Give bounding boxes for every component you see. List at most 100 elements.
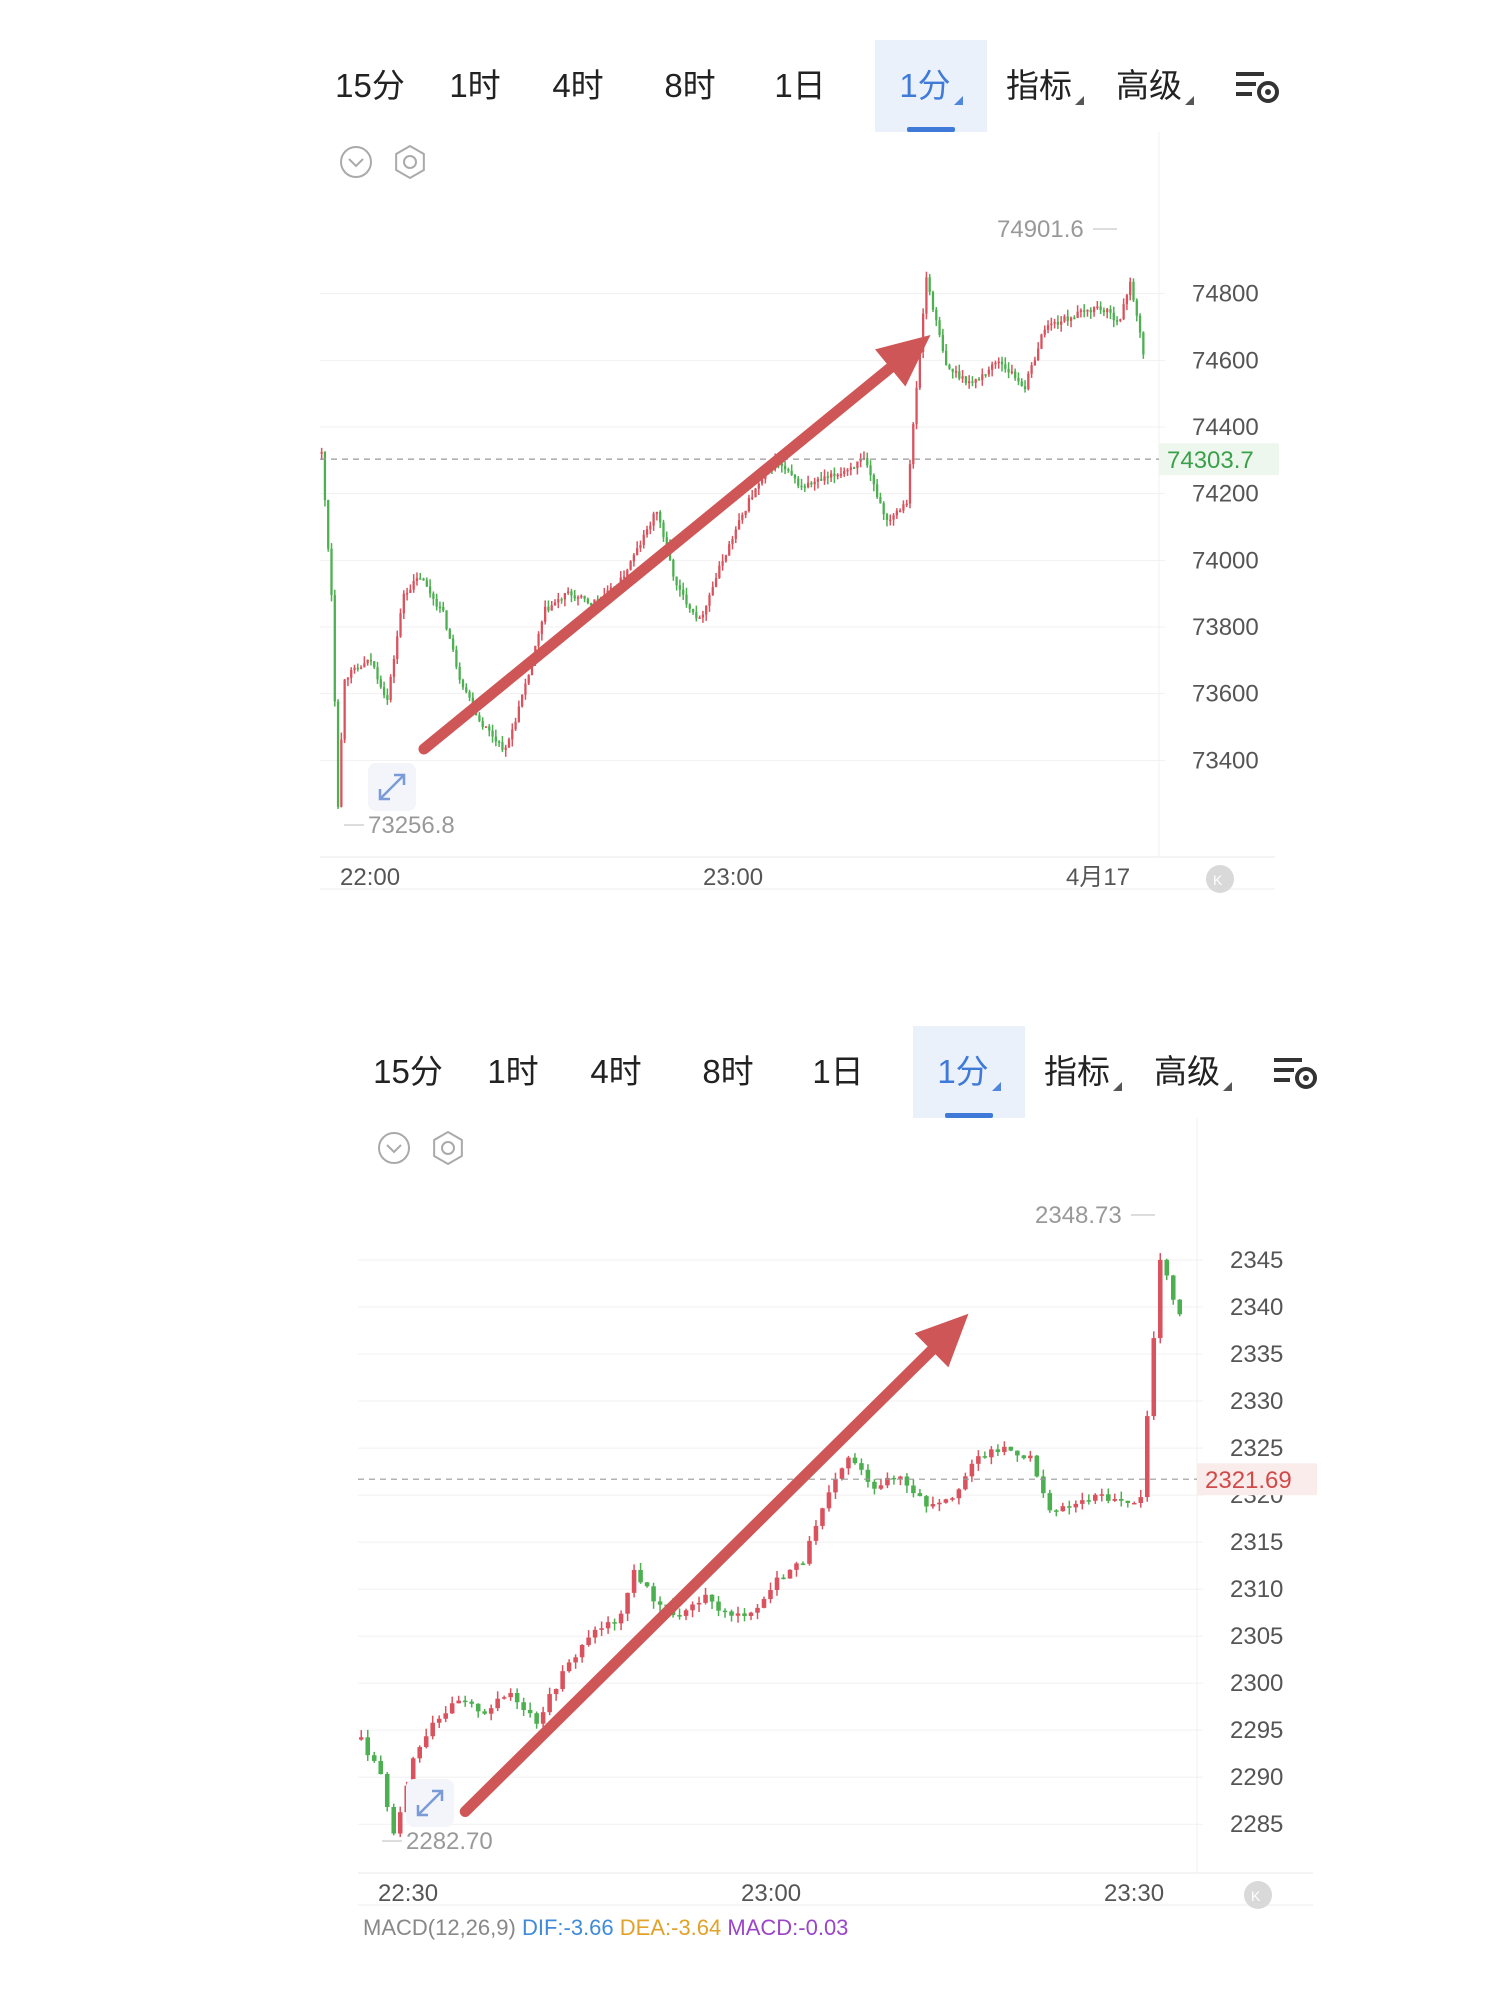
candle-body (956, 1489, 962, 1499)
candle-body (781, 1577, 786, 1580)
candle-body (449, 1703, 455, 1714)
candle-body (829, 473, 833, 478)
candle-body (1010, 371, 1014, 374)
candle-body (974, 379, 977, 383)
candle-body (636, 548, 639, 555)
tab-8h[interactable]: 8时 (702, 1053, 754, 1090)
tab-1d[interactable]: 1日 (774, 67, 826, 104)
candle-body (820, 479, 823, 481)
candle-body (950, 1498, 955, 1500)
tab-8h[interactable]: 8时 (664, 67, 716, 104)
tab-1d[interactable]: 1日 (812, 1053, 864, 1090)
high-price-label: 74901.6 (997, 216, 1084, 243)
candle-body (1041, 1476, 1046, 1494)
hex-center (403, 155, 417, 169)
chart-settings-icon[interactable] (1234, 62, 1284, 110)
candle-body (639, 544, 642, 549)
last-price-tag-bg (1197, 1463, 1317, 1496)
candle-body (760, 479, 764, 484)
candle-body (484, 726, 488, 728)
candle-body (379, 679, 382, 688)
candle-body (475, 1703, 481, 1712)
candle-body (560, 1671, 565, 1690)
candle-body (350, 670, 353, 678)
candle-body (462, 1700, 468, 1703)
candle-body (987, 369, 991, 375)
candle-body (448, 629, 451, 639)
candle-body (651, 1586, 656, 1602)
candle-body (1119, 319, 1122, 321)
tab-1m[interactable]: 1分 (875, 40, 987, 132)
expand-icon (378, 773, 406, 801)
tab-15m[interactable]: 15分 (335, 67, 405, 104)
caret-icon (1075, 96, 1084, 105)
candle-body (376, 667, 379, 680)
collapse-icon (340, 146, 372, 178)
candle-body (547, 606, 550, 611)
candle-body (560, 599, 563, 601)
candle-body (696, 1602, 702, 1605)
candle-body (389, 676, 392, 701)
candle-body (409, 589, 412, 593)
candle-body (836, 474, 839, 477)
macd-indicator-line: MACD(12,26,9) DIF:-3.66 DEA:-3.64 MACD:-… (363, 1915, 848, 1940)
candle-body (969, 1463, 975, 1477)
candle-body (1066, 316, 1069, 321)
candle-body (742, 1613, 747, 1616)
candle-body (566, 1662, 572, 1672)
candle-body (991, 364, 994, 370)
candle-body (1099, 306, 1102, 311)
price-chart-1[interactable]: 74800 74600 74400 74200 74000 73800 73600 73400… (320, 132, 1305, 990)
candle-body (458, 666, 461, 680)
candle-body (1112, 1499, 1118, 1501)
candle-body (964, 376, 968, 384)
candle-body (425, 580, 428, 587)
candle-body (592, 1629, 598, 1638)
candle-body (557, 599, 560, 603)
candle-body (1132, 1502, 1137, 1505)
tab-indicators[interactable]: 指标 (1000, 40, 1090, 132)
active-tab-indicator (945, 1113, 993, 1118)
tab-1m[interactable]: 1分 (913, 1026, 1025, 1118)
candle-body (918, 351, 922, 388)
chart-settings-icon[interactable] (1272, 1048, 1322, 1096)
tab-15m[interactable]: 15分 (373, 1053, 443, 1090)
tab-indicators[interactable]: 指标 (1038, 1026, 1128, 1118)
tab-1h[interactable]: 1时 (487, 1053, 539, 1090)
x-tick-label: 23:00 (703, 864, 763, 891)
candle-body (461, 679, 465, 688)
candle-body (1000, 361, 1004, 365)
chart-settings-hex-icon (395, 144, 425, 180)
candle-body (797, 478, 800, 486)
candle-body (402, 593, 405, 614)
candle-body (1040, 334, 1043, 349)
candle-body (1050, 323, 1053, 326)
candle-body (412, 580, 415, 590)
candle-body (422, 578, 425, 581)
price-chart-2[interactable]: 2345234023352330232523202315231023052300… (358, 1118, 1343, 2000)
last-price-label: 2321.69 (1205, 1467, 1292, 1494)
candle-body (1092, 307, 1096, 313)
tab-4h[interactable]: 4时 (552, 67, 604, 104)
candle-body (968, 381, 971, 384)
candle-body (343, 679, 346, 740)
expand-icon (416, 1789, 444, 1817)
candle-body (563, 592, 567, 600)
candle-body (399, 613, 402, 637)
candle-body (494, 736, 497, 742)
candle-body (677, 1615, 682, 1617)
tab-1h[interactable]: 1时 (449, 67, 501, 104)
candle-body (1021, 1455, 1027, 1459)
candle-body (456, 1700, 461, 1704)
tab-advanced[interactable]: 高级 (1110, 40, 1200, 132)
candle-body (872, 1481, 877, 1489)
tab-4h[interactable]: 4时 (590, 1053, 642, 1090)
low-price-label: 73256.8 (368, 812, 455, 839)
candle-body (806, 482, 810, 488)
hex-center (441, 1141, 455, 1155)
candle-body (744, 510, 747, 515)
candle-body (417, 1747, 422, 1759)
candle-body (567, 591, 570, 593)
candle-body (891, 1477, 897, 1480)
tab-advanced[interactable]: 高级 (1148, 1026, 1238, 1118)
